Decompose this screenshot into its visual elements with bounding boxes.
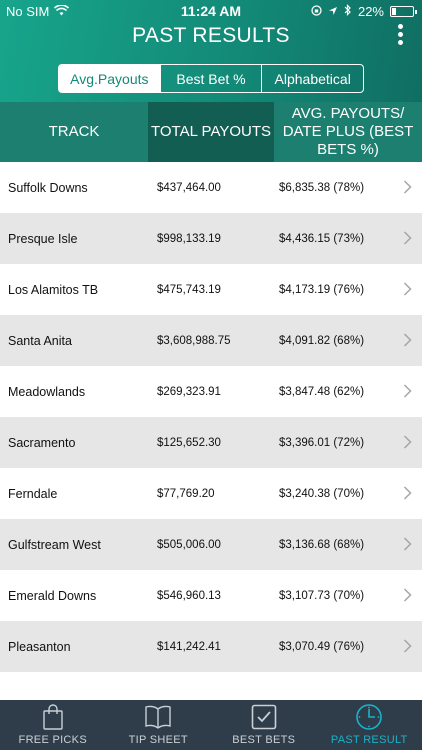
table-row[interactable]: Sacramento $125,652.30 $3,396.01 (72%) [0, 417, 422, 468]
total-payouts: $3,608,988.75 [157, 334, 231, 347]
status-bar: No SIM 11:24 AM 22% [0, 0, 422, 22]
checkbox-icon [251, 702, 277, 732]
shopping-bag-icon [42, 702, 64, 732]
book-icon [144, 702, 172, 732]
status-time: 11:24 AM [180, 3, 242, 19]
tab-free-picks-label: FREE PICKS [18, 734, 87, 746]
location-arrow-icon [328, 4, 338, 19]
track-name: Ferndale [8, 486, 58, 501]
battery-percent: 22% [357, 4, 384, 19]
bluetooth-icon [344, 4, 352, 19]
table-header: TRACK TOTAL PAYOUTS AVG. PAYOUTS/ DATE P… [0, 102, 422, 162]
chevron-right-icon [403, 588, 412, 602]
table-row[interactable]: Emerald Downs $546,960.13 $3,107.73 (70%) [0, 570, 422, 621]
sort-tab-alphabetical[interactable]: Alphabetical [274, 70, 351, 87]
avg-payouts: $4,091.82 (68%) [279, 334, 365, 347]
chevron-right-icon [403, 486, 412, 500]
table-row[interactable]: Pleasanton $141,242.41 $3,070.49 (76%) [0, 621, 422, 672]
carrier-label: No SIM [6, 4, 50, 19]
avg-payouts: $3,396.01 (72%) [279, 436, 365, 449]
total-payouts: $141,242.41 [157, 640, 221, 653]
chevron-right-icon [403, 282, 412, 296]
vertical-ellipsis-icon[interactable] [396, 24, 404, 48]
avg-payouts: $3,240.38 (70%) [279, 487, 365, 500]
column-header-avg-payouts[interactable]: AVG. PAYOUTS/ DATE PLUS (BEST BETS %) [282, 105, 414, 158]
track-name: Sacramento [8, 435, 76, 450]
sort-tab-avg-payouts[interactable]: Avg.Payouts [59, 65, 161, 92]
total-payouts: $505,006.00 [157, 538, 221, 551]
tab-bar: FREE PICKS TIP SHEET BEST BETS PAST RESU… [0, 700, 422, 750]
sort-segmented-control: Avg.Payouts Best Bet % Alphabetical [58, 64, 364, 93]
chevron-right-icon [403, 435, 412, 449]
chevron-right-icon [403, 231, 412, 245]
avg-payouts: $6,835.38 (78%) [279, 181, 365, 194]
status-left: No SIM [6, 4, 70, 19]
tab-free-picks[interactable]: FREE PICKS [0, 700, 106, 750]
table-row[interactable]: Los Alamitos TB $475,743.19 $4,173.19 (76%… [0, 264, 422, 315]
tab-past-result[interactable]: PAST RESULT [317, 700, 422, 750]
total-payouts: $269,323.91 [157, 385, 221, 398]
table-row[interactable]: Gulfstream West $505,006.00 $3,136.68 (68%… [0, 519, 422, 570]
track-name: Presque Isle [8, 231, 78, 246]
chevron-right-icon [403, 180, 412, 194]
track-name: Pleasanton [8, 639, 71, 654]
page-title: PAST RESULTS [132, 24, 290, 47]
avg-payouts: $3,107.73 (70%) [279, 589, 365, 602]
avg-payouts: $3,136.68 (68%) [279, 538, 365, 551]
total-payouts: $125,652.30 [157, 436, 221, 449]
table-row[interactable]: Santa Anita $3,608,988.75 $4,091.82 (68%) [0, 315, 422, 366]
status-right: 22% [311, 4, 417, 19]
total-payouts: $77,769.20 [157, 487, 215, 500]
sort-tab-best-bet[interactable]: Best Bet % [161, 65, 263, 92]
chevron-right-icon [403, 537, 412, 551]
tab-past-result-label: PAST RESULT [330, 734, 408, 746]
avg-payouts: $4,436.15 (73%) [279, 232, 365, 245]
tab-tip-sheet[interactable]: TIP SHEET [106, 700, 212, 750]
results-table: Suffolk Downs $437,464.00 $6,835.38 (78%) P… [0, 162, 422, 723]
track-name: Santa Anita [8, 333, 72, 348]
avg-payouts: $3,847.48 (62%) [279, 385, 365, 398]
table-row[interactable]: Presque Isle $998,133.19 $4,436.15 (73%) [0, 213, 422, 264]
wifi-icon [54, 4, 70, 19]
tab-best-bets-label: BEST BETS [232, 734, 296, 746]
total-payouts: $546,960.13 [157, 589, 221, 602]
chevron-right-icon [403, 333, 412, 347]
track-name: Gulfstream West [8, 537, 101, 552]
track-name: Los Alamitos TB [8, 282, 99, 297]
tab-best-bets[interactable]: BEST BETS [211, 700, 317, 750]
table-row[interactable]: Meadowlands $269,323.91 $3,847.48 (62%) [0, 366, 422, 417]
header: No SIM 11:24 AM 22% PAST RESULTS Avg.Pay… [0, 0, 422, 102]
chevron-right-icon [403, 639, 412, 653]
total-payouts: $475,743.19 [157, 283, 221, 296]
table-row[interactable]: Ferndale $77,769.20 $3,240.38 (70%) [0, 468, 422, 519]
track-name: Emerald Downs [8, 588, 97, 603]
tab-tip-sheet-label: TIP SHEET [128, 734, 188, 746]
track-name: Suffolk Downs [8, 180, 88, 195]
total-payouts: $998,133.19 [157, 232, 221, 245]
track-name: Meadowlands [8, 384, 86, 399]
orientation-lock-icon [311, 4, 322, 19]
column-header-track[interactable]: TRACK [48, 123, 100, 140]
table-row[interactable]: Suffolk Downs $437,464.00 $6,835.38 (78%) [0, 162, 422, 213]
total-payouts: $437,464.00 [157, 181, 221, 194]
avg-payouts: $3,070.49 (76%) [279, 640, 365, 653]
clock-icon [355, 702, 383, 732]
avg-payouts: $4,173.19 (76%) [279, 283, 365, 296]
battery-icon [390, 6, 417, 17]
chevron-right-icon [403, 384, 412, 398]
column-header-total-payouts[interactable]: TOTAL PAYOUTS [148, 102, 274, 162]
